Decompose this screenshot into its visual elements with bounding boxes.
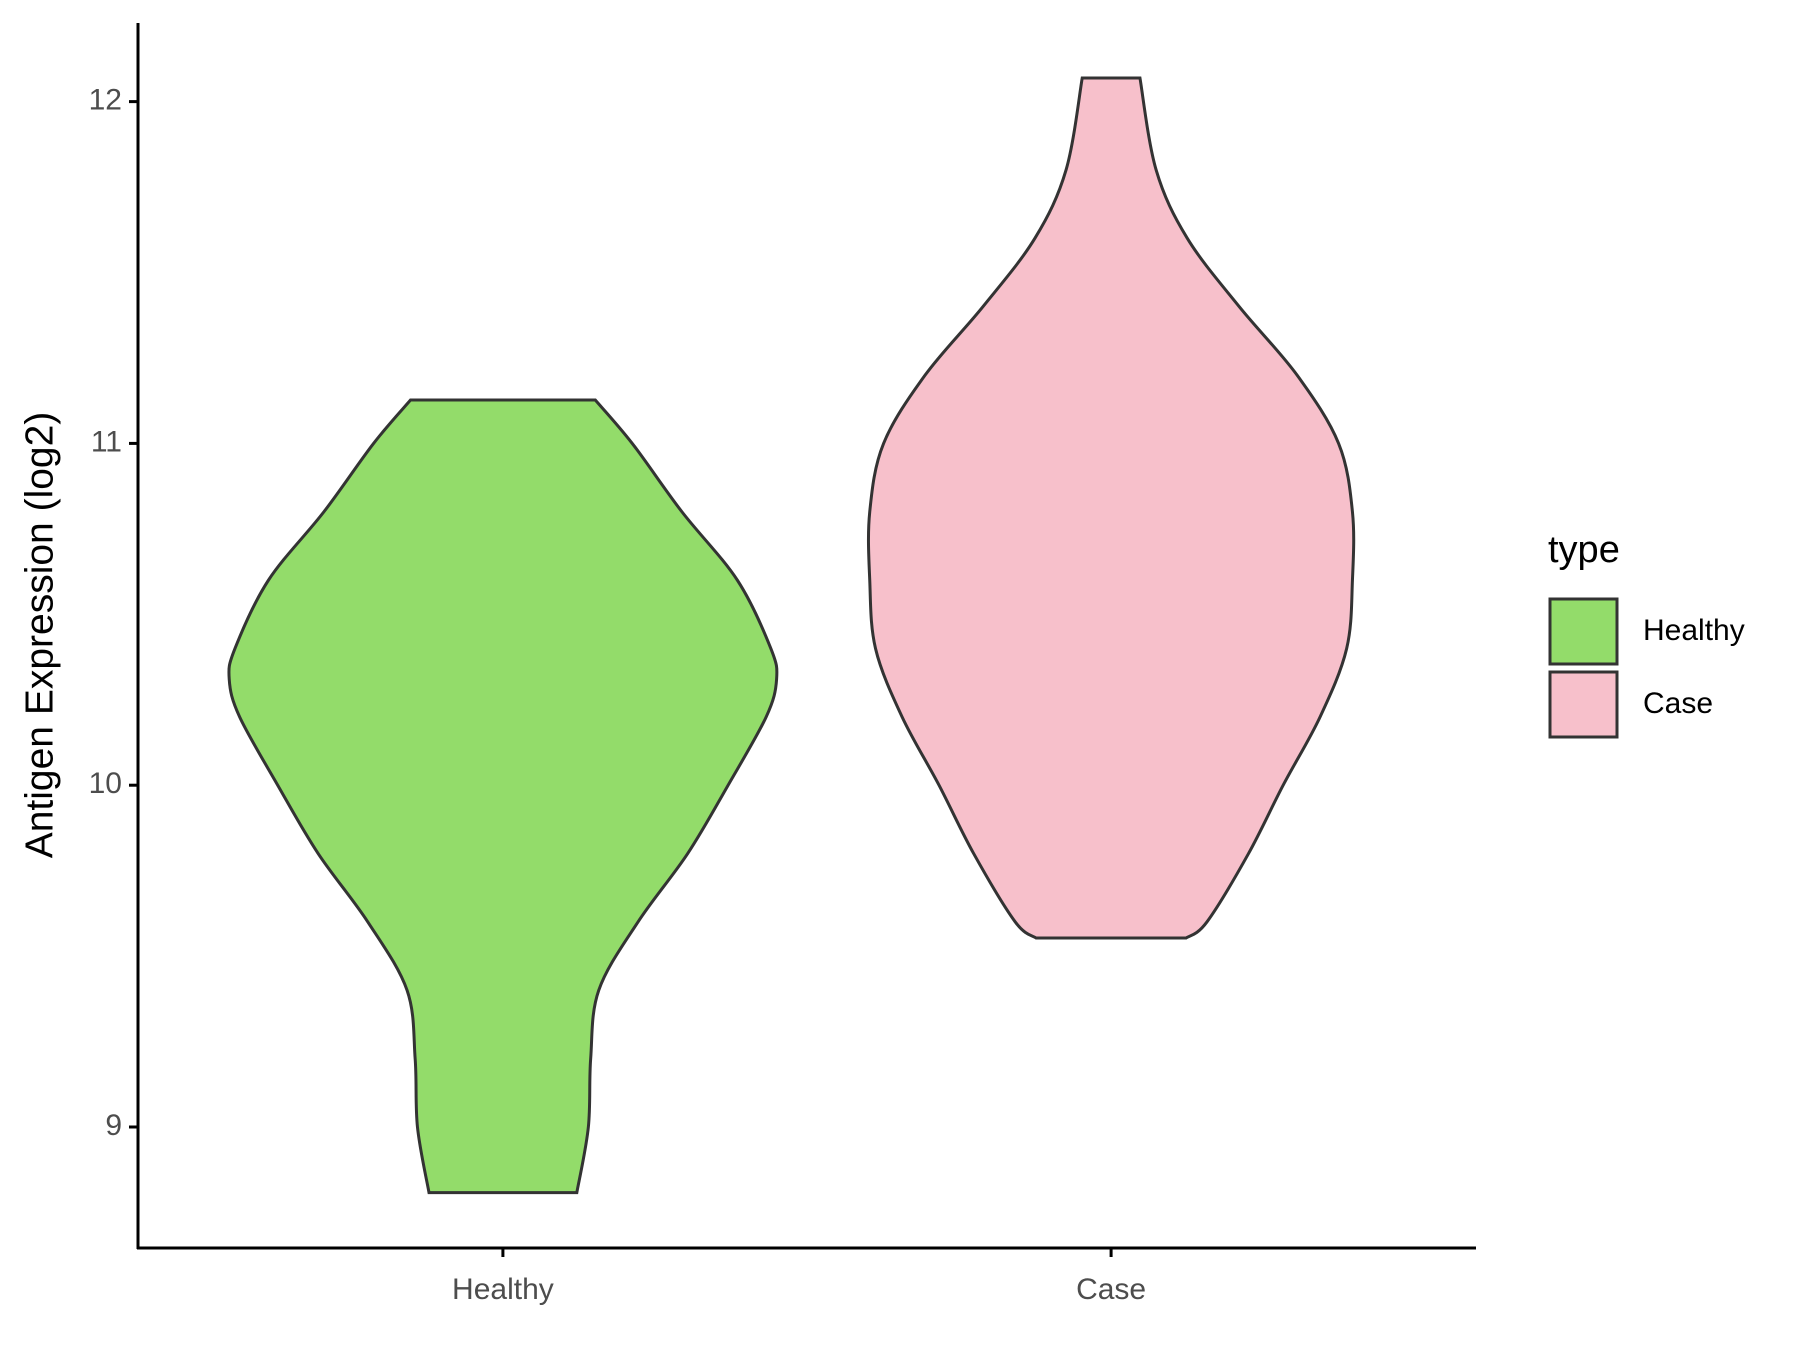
- y-tick-label: 12: [89, 84, 122, 117]
- y-tick-label: 11: [91, 425, 122, 458]
- legend-label: Case: [1643, 687, 1713, 720]
- violin: [866, 76, 1356, 940]
- legend-swatch: [1548, 597, 1619, 666]
- legend-swatch: [1548, 670, 1619, 739]
- x-tick-label: Case: [1076, 1273, 1146, 1306]
- y-tick-label: 9: [105, 1109, 122, 1142]
- y-axis-title: Antigen Expression (log2): [18, 412, 61, 859]
- y-tick-label: 10: [89, 767, 122, 800]
- legend-label: Healthy: [1643, 614, 1745, 647]
- violin: [227, 398, 779, 1195]
- legend-title: type: [1548, 529, 1620, 571]
- x-tick-label: Healthy: [452, 1273, 554, 1306]
